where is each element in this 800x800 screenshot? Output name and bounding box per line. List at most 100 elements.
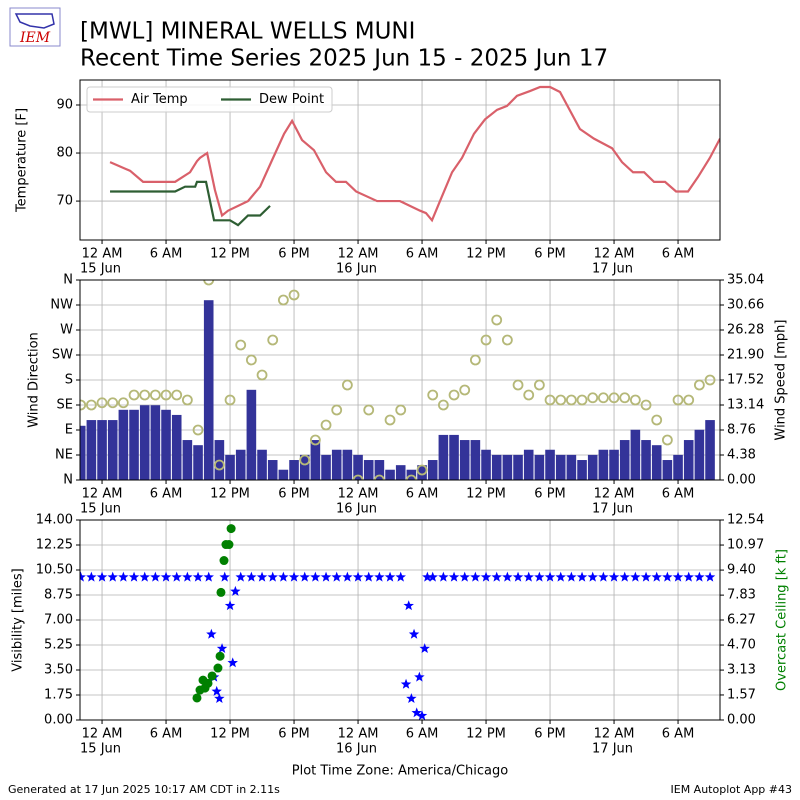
bar [182,440,193,480]
x-tick-label: 12 AM [338,247,379,262]
bar [278,469,289,480]
point [224,600,236,611]
x-tick-label: 12 AM [82,727,123,742]
point [203,280,215,286]
x-date-label: 16 Jun [336,742,377,757]
x-tick-label: 6 AM [406,247,439,262]
point [373,474,385,480]
point [555,571,566,582]
y-tick-label: SW [52,348,73,363]
x-tick-label: 6 AM [662,727,695,742]
point [480,334,492,346]
plot-area [80,280,716,480]
x-date-label: 15 Jun [80,742,121,757]
plot-frame [79,79,721,241]
point [427,389,439,401]
y-tick-label: 0.00 [44,713,73,728]
x-tick-label: 6 AM [662,487,695,502]
bar [523,449,534,480]
bar [566,454,577,480]
x-tick-label: 6 AM [150,247,183,262]
point [352,571,364,582]
point [480,571,492,582]
bar [97,420,107,480]
point [683,571,694,582]
point [544,394,556,406]
y-tick-label: NW [50,298,73,313]
x-date-label: 17 Jun [592,262,633,277]
y-axis-label: Temperature [F] [15,108,30,213]
bar [171,414,182,480]
point [523,389,535,401]
point [309,434,321,446]
y2-tick-label: 17.52 [727,373,764,388]
point [411,707,422,718]
x-tick-label: 12 PM [210,727,250,742]
y2-tick-label: 9.40 [727,563,756,578]
point [629,394,641,406]
point [422,571,433,582]
point [470,571,481,582]
point [128,389,140,401]
point [96,571,108,582]
point [213,663,223,673]
point [310,571,321,582]
point [352,474,364,480]
point [320,419,332,431]
point [107,571,118,582]
x-tick-label: 12 PM [466,247,506,262]
point [704,571,716,582]
bar [225,454,235,480]
x-tick-label: 6 AM [406,487,439,502]
line [109,85,720,223]
point [219,556,229,566]
point [661,434,673,446]
bar [673,454,683,480]
y2-axis-label: Wind Speed [mph] [774,320,789,441]
y-tick-label: 5.25 [44,638,73,653]
plot-frame [79,519,721,721]
point [206,628,217,639]
point [256,369,268,381]
x-tick-label: 12 AM [594,727,635,742]
y2-tick-label: 4.70 [727,638,756,653]
point [459,384,471,396]
y2-tick-label: 3.13 [727,663,756,678]
point [608,571,620,582]
point [267,571,278,582]
y-tick-label: E [65,423,73,438]
point [150,571,161,582]
bar [630,429,641,480]
x-tick-label: 6 AM [662,247,695,262]
x-tick-label: 12 PM [466,487,506,502]
point [192,571,204,582]
point [160,389,172,401]
legend-label: Air Temp [131,92,188,107]
y2-tick-label: 35.04 [727,273,764,288]
point [662,571,673,582]
point [395,404,407,416]
point [331,404,343,416]
point [235,571,246,582]
point [256,571,268,582]
x-tick-label: 6 AM [150,487,183,502]
point [235,339,247,351]
plot-frame [79,279,721,481]
point [400,678,412,689]
x-tick-label: 6 AM [150,727,183,742]
x-tick-label: 12 AM [594,487,635,502]
bar [80,425,86,480]
point [512,379,524,391]
point [181,394,193,406]
bar [107,420,118,480]
point [363,404,375,416]
point [171,389,183,401]
bar [331,449,342,480]
x-tick-label: 12 AM [82,247,123,262]
point [363,571,374,582]
footer-left: Generated at 17 Jun 2025 10:17 AM CDT in… [8,783,280,796]
y-tick-label: 12.25 [36,538,73,553]
point [630,571,641,582]
point [416,464,428,476]
